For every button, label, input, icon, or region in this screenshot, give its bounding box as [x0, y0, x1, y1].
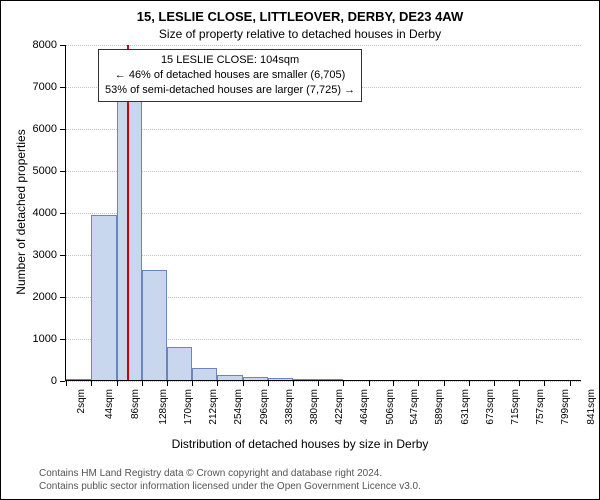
gridline — [65, 129, 581, 130]
y-tick-mark — [60, 255, 65, 256]
y-tick-label: 4000 — [33, 207, 57, 219]
histogram-bar — [117, 98, 142, 382]
y-tick-mark — [60, 129, 65, 130]
x-tick-label: 799sqm — [560, 389, 571, 425]
x-tick-mark — [469, 381, 470, 386]
x-tick-label: 547sqm — [409, 389, 420, 425]
x-tick-label: 128sqm — [158, 389, 169, 425]
y-tick-mark — [60, 339, 65, 340]
gridline — [65, 255, 581, 256]
x-tick-mark — [369, 381, 370, 386]
footer-line1: Contains HM Land Registry data © Crown c… — [39, 468, 421, 481]
y-tick-label: 6000 — [33, 123, 57, 135]
x-tick-label: 44sqm — [104, 389, 115, 419]
x-tick-label: 757sqm — [535, 389, 546, 425]
y-tick-mark — [60, 45, 65, 46]
x-tick-label: 212sqm — [208, 389, 219, 425]
y-tick-mark — [60, 213, 65, 214]
gridline — [65, 45, 581, 46]
histogram-bar — [91, 215, 116, 381]
x-tick-label: 589sqm — [434, 389, 445, 425]
histogram-bar — [142, 270, 167, 381]
x-tick-mark — [217, 381, 218, 386]
footer-line2: Contains public sector information licen… — [39, 481, 421, 494]
x-tick-label: 170sqm — [183, 389, 194, 425]
x-tick-label: 296sqm — [258, 389, 269, 425]
x-tick-mark — [91, 381, 92, 386]
y-tick-label: 3000 — [33, 249, 57, 261]
x-tick-label: 380sqm — [309, 389, 320, 425]
x-tick-label: 631sqm — [459, 389, 470, 425]
gridline — [65, 171, 581, 172]
x-tick-label: 464sqm — [359, 389, 370, 425]
chart-container: 15, LESLIE CLOSE, LITTLEOVER, DERBY, DE2… — [0, 0, 600, 500]
x-tick-mark — [268, 381, 269, 386]
x-tick-label: 254sqm — [233, 389, 244, 425]
x-tick-label: 338sqm — [284, 389, 295, 425]
gridline — [65, 213, 581, 214]
x-tick-mark — [343, 381, 344, 386]
footer-note: Contains HM Land Registry data © Crown c… — [39, 468, 421, 493]
y-tick-mark — [60, 297, 65, 298]
y-tick-label: 0 — [51, 375, 57, 387]
x-tick-mark — [318, 381, 319, 386]
annotation-line3: 53% of semi-detached houses are larger (… — [105, 83, 355, 98]
x-tick-label: 86sqm — [130, 389, 141, 419]
x-tick-mark — [519, 381, 520, 386]
x-tick-label: 673sqm — [485, 389, 496, 425]
x-tick-label: 2sqm — [76, 389, 87, 413]
y-tick-label: 5000 — [33, 165, 57, 177]
x-tick-label: 422sqm — [334, 389, 345, 425]
y-tick-label: 1000 — [33, 333, 57, 345]
x-tick-mark — [293, 381, 294, 386]
chart-title: 15, LESLIE CLOSE, LITTLEOVER, DERBY, DE2… — [1, 9, 599, 25]
x-tick-label: 506sqm — [384, 389, 395, 425]
x-tick-label: 715sqm — [510, 389, 521, 425]
x-tick-label: 841sqm — [585, 389, 596, 425]
y-tick-label: 2000 — [33, 291, 57, 303]
x-tick-mark — [66, 381, 67, 386]
y-tick-mark — [60, 381, 65, 382]
x-tick-mark — [142, 381, 143, 386]
x-tick-mark — [544, 381, 545, 386]
x-tick-mark — [494, 381, 495, 386]
annotation-line2: ← 46% of detached houses are smaller (6,… — [105, 68, 355, 83]
x-axis-label: Distribution of detached houses by size … — [1, 437, 599, 451]
x-tick-mark — [192, 381, 193, 386]
x-tick-mark — [418, 381, 419, 386]
x-tick-mark — [393, 381, 394, 386]
x-tick-mark — [167, 381, 168, 386]
y-axis-line — [65, 45, 66, 381]
annotation-line1: 15 LESLIE CLOSE: 104sqm — [105, 53, 355, 68]
y-tick-mark — [60, 87, 65, 88]
x-tick-mark — [444, 381, 445, 386]
x-tick-mark — [117, 381, 118, 386]
y-tick-label: 8000 — [33, 39, 57, 51]
histogram-bar — [167, 347, 192, 381]
chart-subtitle: Size of property relative to detached ho… — [1, 27, 599, 41]
annotation-box: 15 LESLIE CLOSE: 104sqm ← 46% of detache… — [98, 49, 362, 102]
x-tick-mark — [243, 381, 244, 386]
x-tick-mark — [570, 381, 571, 386]
y-tick-mark — [60, 171, 65, 172]
y-tick-label: 7000 — [33, 81, 57, 93]
y-axis-label: Number of detached properties — [14, 112, 28, 312]
